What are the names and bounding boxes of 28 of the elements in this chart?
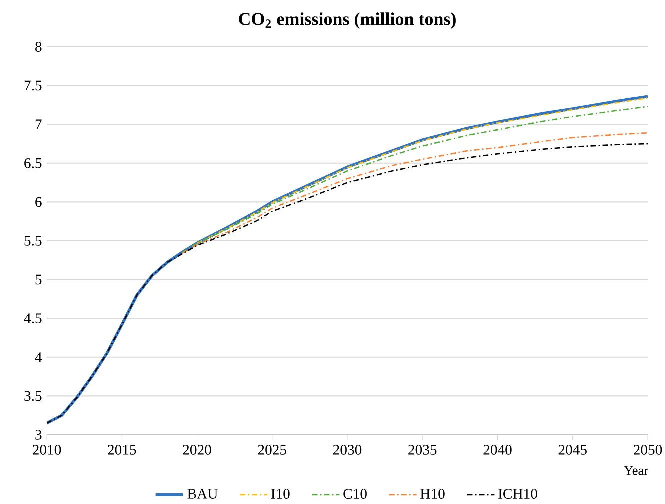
y-tick-label: 7	[36, 120, 42, 130]
x-axis-title: Year	[624, 466, 648, 476]
x-tick-label: 2050	[634, 445, 662, 455]
y-tick-label: 7.5	[24, 80, 42, 91]
y-tick-label: 5	[36, 274, 42, 285]
y-tick-label: 3	[36, 430, 42, 440]
legend-label: H10	[420, 489, 445, 499]
y-tick-label: 5.5	[24, 236, 42, 246]
x-tick-label: 2045	[558, 445, 587, 455]
x-tick-label: 2020	[183, 445, 212, 455]
y-tick-label: 4.5	[24, 314, 42, 324]
x-tick-label: 2035	[408, 445, 437, 455]
legend-label: C10	[344, 489, 367, 499]
x-tick-label: 2025	[258, 445, 286, 455]
x-tick-label: 2030	[333, 445, 362, 455]
x-tick-label: 2010	[32, 445, 62, 455]
chart-title: CO$_{2}$ emissions (million tons)	[239, 12, 456, 29]
y-tick-label: 6.5	[24, 158, 42, 168]
legend-label: ICH10	[498, 489, 538, 499]
legend-label: I10	[271, 489, 290, 499]
y-tick-label: 6	[36, 197, 42, 208]
y-tick-label: 3.5	[24, 391, 42, 402]
y-tick-label: 8	[36, 42, 42, 52]
x-tick-label: 2015	[108, 445, 136, 455]
x-tick-label: 2040	[484, 445, 512, 455]
line-series	[182, 132, 648, 254]
legend-label: BAU	[188, 489, 218, 499]
y-tick-label: 4	[35, 352, 42, 362]
